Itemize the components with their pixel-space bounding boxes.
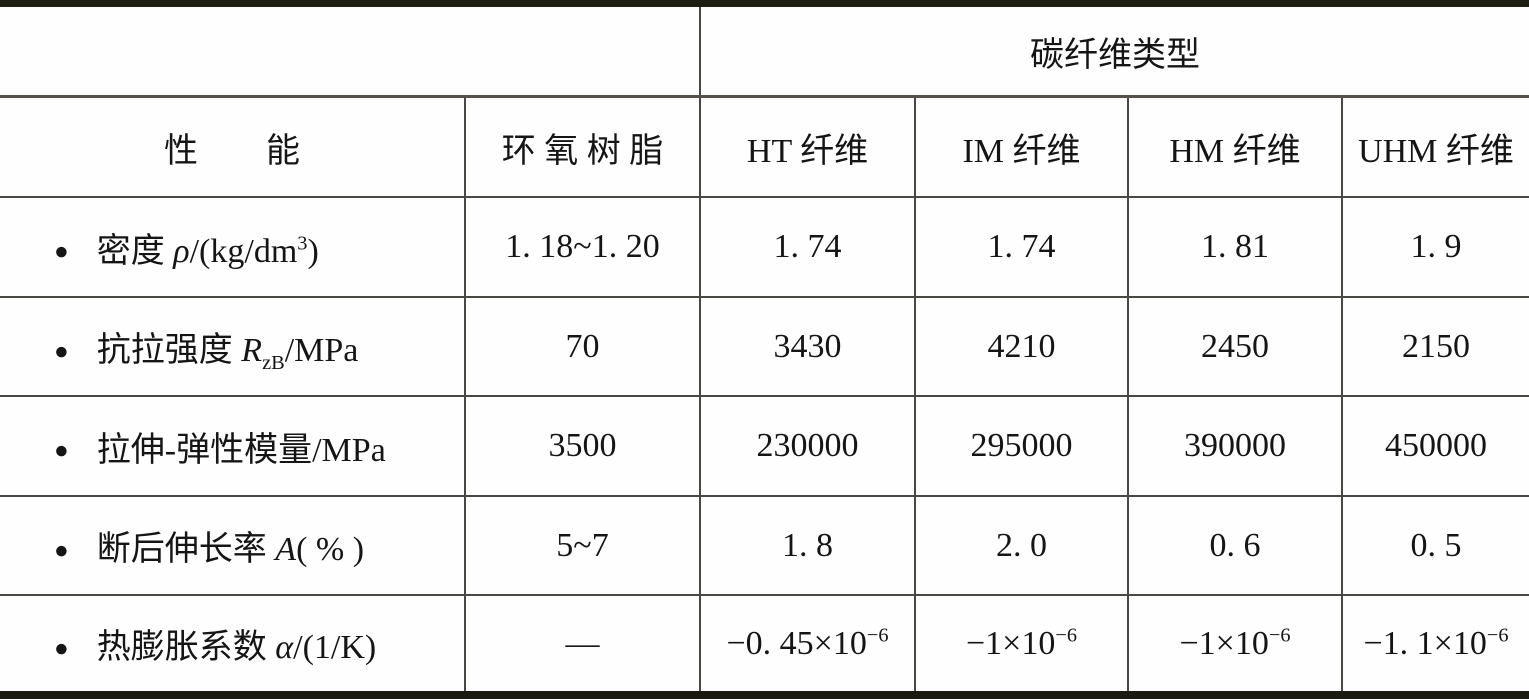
value-cell: 3430: [699, 295, 916, 398]
property-cell: ● 抗拉强度 RzB/MPa: [0, 295, 466, 398]
value-cell: 2150: [1341, 295, 1529, 398]
property-cell: ● 断后伸长率 A( % ): [0, 494, 466, 597]
property-label: 断后伸长率 A( % ): [96, 531, 365, 569]
property-cell: ● 热膨胀系数 α/(1/K): [0, 594, 466, 696]
value-cell: 2450: [1127, 295, 1343, 398]
property-cell: ● 密度 ρ/(kg/dm3): [0, 196, 466, 298]
value-cell: 390000: [1127, 395, 1343, 497]
property-label: 拉伸-弹性模量/MPa: [96, 431, 386, 469]
value-cell: 230000: [699, 395, 916, 497]
value-cell: 5~7: [464, 494, 701, 597]
bullet-icon: ●: [54, 634, 69, 662]
column-header-5: UHM 纤维: [1341, 95, 1529, 199]
value-cell: 450000: [1341, 395, 1529, 497]
table-row: ● 热膨胀系数 α/(1/K) — −0. 45×10−6 −1×10−6 −1×10−6…: [0, 594, 1529, 696]
value-cell: 70: [464, 295, 701, 398]
group-header-row: 碳纤维类型: [0, 3, 1529, 99]
corner-cell: [0, 3, 701, 99]
value-cell: 0. 5: [1341, 494, 1529, 597]
bullet-icon: ●: [54, 536, 69, 564]
property-cell: ● 拉伸-弹性模量/MPa: [0, 395, 466, 497]
value-cell: 4210: [914, 295, 1129, 398]
bullet-icon: ●: [54, 238, 69, 266]
table-row: ● 断后伸长率 A( % ) 5~7 1. 8 2. 0 0. 6 0. 5: [0, 494, 1529, 597]
column-header-3: IM 纤维: [914, 95, 1129, 199]
column-header-row: 性 能环 氧 树 脂 HT 纤维 IM 纤维 HM 纤维 UHM 纤维: [0, 95, 1529, 199]
value-cell: 1. 81: [1127, 196, 1343, 298]
value-cell: 0. 6: [1127, 494, 1343, 597]
value-cell: 1. 74: [699, 196, 916, 298]
table-row: ● 密度 ρ/(kg/dm3) 1. 18~1. 20 1. 74 1. 74 1. 81…: [0, 196, 1529, 298]
value-cell: 1. 8: [699, 494, 916, 597]
property-label: 密度 ρ/(kg/dm3): [96, 232, 319, 270]
value-cell: 1. 74: [914, 196, 1129, 298]
value-cell: 295000: [914, 395, 1129, 497]
value-cell: 1. 9: [1341, 196, 1529, 298]
column-header-0: 性 能: [0, 95, 466, 199]
property-label: 热膨胀系数 α/(1/K): [96, 629, 377, 667]
value-cell: 3500: [464, 395, 701, 497]
table-row: ● 抗拉强度 RzB/MPa 70 3430 4210 2450 2150: [0, 295, 1529, 398]
value-cell: −1×10−6: [914, 594, 1129, 696]
property-label: 抗拉强度 RzB/MPa: [96, 332, 359, 375]
value-cell: −0. 45×10−6: [699, 594, 916, 696]
bullet-icon: ●: [54, 437, 69, 465]
value-cell: 1. 18~1. 20: [464, 196, 701, 298]
group-header-cell: 碳纤维类型: [699, 3, 1529, 99]
bullet-icon: ●: [54, 337, 69, 365]
table-row: ● 拉伸-弹性模量/MPa 3500 230000 295000 390000 450000: [0, 395, 1529, 497]
value-cell: 2. 0: [914, 494, 1129, 597]
value-cell: −1×10−6: [1127, 594, 1343, 696]
column-header-2: HT 纤维: [699, 95, 916, 199]
column-header-4: HM 纤维: [1127, 95, 1343, 199]
value-cell: —: [464, 594, 701, 696]
value-cell: −1. 1×10−6: [1341, 594, 1529, 696]
column-header-1: 环 氧 树 脂: [464, 95, 701, 199]
